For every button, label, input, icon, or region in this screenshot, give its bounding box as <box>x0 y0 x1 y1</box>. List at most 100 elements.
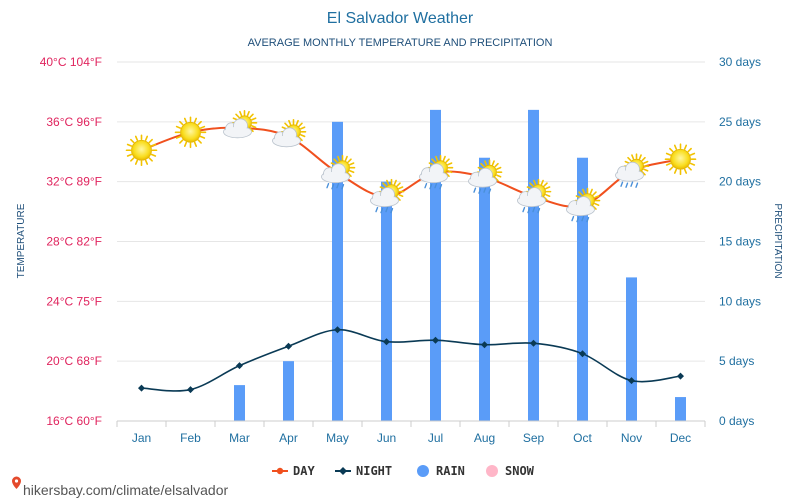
sun-icon <box>174 116 207 149</box>
right-tick-label: 0 days <box>719 414 754 428</box>
gridlines <box>117 61 705 422</box>
sun-ray <box>669 166 674 171</box>
day-line <box>141 126 681 208</box>
left-tick-label: 20°C 68°F <box>46 354 102 368</box>
rain-drop <box>429 183 433 190</box>
rain-bar <box>479 157 490 421</box>
rain-drop <box>434 182 438 189</box>
sun-ray <box>494 177 499 182</box>
left-tick-label: 32°C 89°F <box>46 175 102 189</box>
sun-ray <box>298 136 303 142</box>
rain-drop <box>581 215 585 222</box>
sun-ray <box>445 158 450 163</box>
x-tick-label: Nov <box>621 431 642 445</box>
cloud-shape <box>272 127 301 148</box>
night-point <box>138 384 145 392</box>
legend-item-night: NIGHT <box>335 464 392 478</box>
rain-drop <box>341 183 345 190</box>
x-tick-label: Feb <box>180 431 201 445</box>
rain-bars <box>234 109 686 421</box>
sun-ray <box>347 172 352 177</box>
x-tick-label: Aug <box>474 431 495 445</box>
sun-ray <box>284 122 289 127</box>
sun-ray <box>386 179 390 186</box>
night-point <box>432 336 439 344</box>
sun-cloud-icon <box>223 110 258 139</box>
x-tick-label: Mar <box>229 431 250 445</box>
sun-cloud-rain-icon <box>321 154 356 190</box>
rain-drop <box>473 187 477 193</box>
left-axis: 40°C 104°F 36°C 96°F 32°C 89°F 28°C 82°F 24°… <box>40 55 102 428</box>
sun-disc <box>180 121 201 143</box>
rain-drop <box>326 182 330 189</box>
cloud-shape <box>370 187 399 208</box>
sun-disc <box>131 139 152 161</box>
sun-ray <box>193 141 198 147</box>
sun-ray <box>669 147 674 153</box>
legend-swatch-circle <box>486 465 498 477</box>
cloud-shape <box>566 196 595 217</box>
night-point <box>334 326 341 334</box>
rain-bar <box>626 277 637 421</box>
sun-ray <box>496 166 502 170</box>
sun-ray <box>126 143 133 147</box>
sun-ray <box>665 162 672 166</box>
rain-bar <box>430 109 441 421</box>
left-tick-label: 40°C 104°F <box>40 55 102 69</box>
sun-ray <box>543 196 548 201</box>
sun-ray <box>337 155 341 162</box>
sun-ray <box>435 155 439 162</box>
sun-ray <box>175 135 182 139</box>
legend-label: NIGHT <box>356 464 392 478</box>
rain-drop <box>478 188 482 194</box>
footer-url[interactable]: hikersbay.com/climate/elsalvador <box>23 482 228 498</box>
night-line <box>141 328 681 392</box>
night-point <box>187 386 194 394</box>
rain-drop <box>522 206 526 213</box>
sun-ray <box>197 139 202 144</box>
legend-label: RAIN <box>436 464 465 478</box>
sun-ray <box>687 166 692 171</box>
sun-ray <box>193 117 198 123</box>
sun-ray <box>638 154 642 160</box>
cloud-fill <box>567 204 594 215</box>
sun-rays <box>174 116 207 149</box>
night-point <box>236 362 243 370</box>
left-tick-label: 36°C 96°F <box>46 115 102 129</box>
rain-bar <box>675 397 686 421</box>
sun-ray <box>533 179 537 186</box>
cloud-shape <box>321 163 350 184</box>
right-tick-label: 25 days <box>719 115 761 129</box>
footer[interactable]: hikersbay.com/climate/elsalvador <box>12 476 228 498</box>
sun-ray <box>545 186 551 190</box>
cloud-fill <box>371 195 398 206</box>
sun-ray <box>150 143 157 147</box>
sun-cloud-icon <box>272 118 307 148</box>
rain-drop <box>483 187 487 193</box>
legend-item-rain: RAIN <box>417 464 465 478</box>
cloud-fill <box>518 195 545 206</box>
sun-ray <box>445 172 450 177</box>
rain-bar <box>283 361 294 421</box>
sun-ray <box>428 162 434 166</box>
sun-ray <box>477 166 483 170</box>
rain-drop <box>424 182 428 189</box>
sun-cloud-rain-icon <box>566 187 601 223</box>
legend-item-day: DAY <box>272 464 315 478</box>
sun-ray <box>232 117 238 121</box>
legend-swatch-dot <box>276 467 284 475</box>
sun-ray <box>249 113 254 118</box>
rain-drop <box>625 182 629 188</box>
temperature-lines <box>138 126 684 394</box>
sun-ray <box>179 139 184 144</box>
sun-ray <box>295 119 299 126</box>
sun-ray <box>641 156 646 162</box>
rain-drop <box>532 206 536 213</box>
sun-icon <box>125 134 158 167</box>
sun-ray <box>235 113 240 118</box>
rain-bar <box>528 109 539 421</box>
left-tick-label: 16°C 60°F <box>46 414 102 428</box>
weather-icons <box>125 110 697 223</box>
sun-ray <box>333 158 338 163</box>
